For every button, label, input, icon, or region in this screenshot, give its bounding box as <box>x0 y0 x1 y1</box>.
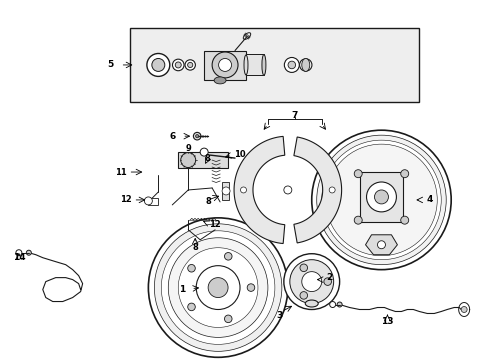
Circle shape <box>161 231 274 345</box>
Text: 4: 4 <box>425 195 431 204</box>
Circle shape <box>301 272 321 292</box>
Circle shape <box>323 278 331 285</box>
Circle shape <box>328 187 334 193</box>
Bar <box>148 198 158 205</box>
Bar <box>178 152 227 168</box>
Circle shape <box>187 265 195 272</box>
Circle shape <box>377 241 385 249</box>
Text: 14: 14 <box>13 253 25 262</box>
Circle shape <box>152 58 164 71</box>
Circle shape <box>283 186 291 194</box>
Circle shape <box>325 144 436 256</box>
Circle shape <box>212 52 238 78</box>
Circle shape <box>196 266 240 310</box>
Bar <box>222 182 228 200</box>
Circle shape <box>299 264 307 271</box>
Ellipse shape <box>305 300 318 307</box>
Text: 3: 3 <box>276 311 283 320</box>
Circle shape <box>247 284 254 291</box>
Circle shape <box>299 292 307 299</box>
Circle shape <box>187 303 195 311</box>
Circle shape <box>321 140 440 260</box>
Text: 2: 2 <box>326 273 332 282</box>
Polygon shape <box>293 137 341 243</box>
Circle shape <box>184 60 195 70</box>
Circle shape <box>316 135 446 265</box>
Text: 12: 12 <box>209 220 221 229</box>
Ellipse shape <box>214 77 225 84</box>
Ellipse shape <box>262 54 265 75</box>
Circle shape <box>146 54 169 76</box>
Circle shape <box>366 182 396 212</box>
Text: 11: 11 <box>114 167 126 176</box>
Circle shape <box>16 250 22 256</box>
Circle shape <box>240 187 246 193</box>
Text: 12: 12 <box>120 195 131 204</box>
Circle shape <box>187 62 192 68</box>
Text: 1: 1 <box>179 285 185 294</box>
Circle shape <box>353 216 362 224</box>
Circle shape <box>353 170 362 178</box>
Circle shape <box>148 218 287 357</box>
Circle shape <box>289 260 333 303</box>
Circle shape <box>299 59 311 71</box>
Circle shape <box>287 61 295 69</box>
Circle shape <box>224 315 232 323</box>
Ellipse shape <box>244 55 247 75</box>
Text: 8: 8 <box>205 197 211 206</box>
Circle shape <box>283 254 339 310</box>
Circle shape <box>26 250 31 255</box>
Bar <box>359 172 403 222</box>
Text: 8: 8 <box>192 243 198 252</box>
Circle shape <box>178 248 258 328</box>
Circle shape <box>224 252 232 260</box>
Text: 13: 13 <box>381 317 393 326</box>
Circle shape <box>400 216 408 224</box>
Circle shape <box>172 59 183 71</box>
Bar <box>203 50 245 80</box>
Circle shape <box>374 190 387 204</box>
Circle shape <box>200 148 208 156</box>
Text: 6: 6 <box>169 132 175 141</box>
Circle shape <box>311 130 450 270</box>
Circle shape <box>218 58 231 71</box>
Circle shape <box>168 238 267 337</box>
Circle shape <box>336 302 342 307</box>
Text: 8: 8 <box>204 154 209 163</box>
Circle shape <box>175 62 181 68</box>
Bar <box>130 28 419 102</box>
Text: 9: 9 <box>185 144 191 153</box>
Circle shape <box>154 224 281 351</box>
Circle shape <box>181 153 195 167</box>
Ellipse shape <box>301 58 309 71</box>
Circle shape <box>400 170 408 178</box>
Polygon shape <box>234 136 284 244</box>
Circle shape <box>195 135 198 138</box>
Polygon shape <box>365 235 397 255</box>
Circle shape <box>193 132 201 140</box>
Bar <box>245 54 264 75</box>
Text: 5: 5 <box>107 60 113 69</box>
Circle shape <box>460 306 466 312</box>
Circle shape <box>329 302 335 307</box>
Circle shape <box>208 278 227 298</box>
Circle shape <box>284 58 299 72</box>
Circle shape <box>222 187 229 195</box>
Text: 7: 7 <box>291 111 297 120</box>
Circle shape <box>144 197 152 205</box>
Text: 10: 10 <box>234 150 245 159</box>
